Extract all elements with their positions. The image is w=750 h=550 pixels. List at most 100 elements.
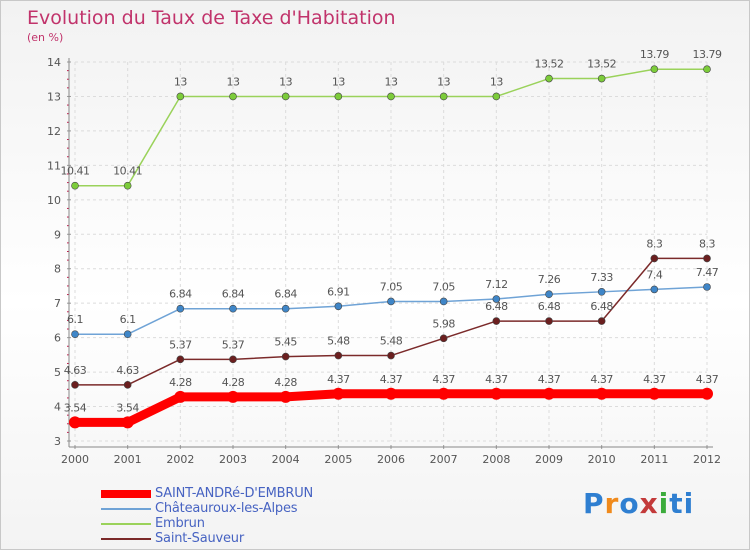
- y-tick-label: 11: [47, 159, 61, 172]
- data-label: 5.45: [274, 336, 297, 349]
- data-point: [490, 387, 503, 400]
- data-point: [595, 387, 608, 400]
- data-label: 4.28: [222, 376, 245, 389]
- data-point: [703, 254, 711, 263]
- legend-item: Saint-Sauveur: [101, 531, 401, 547]
- data-label: 13: [332, 75, 345, 88]
- axes: 3 4 5 6 7 8 9 10 11 12 13 14 2000 2001 2002 2003 2004 200…: [47, 56, 721, 466]
- data-label: 6.84: [222, 288, 245, 301]
- data-label: 5.98: [432, 317, 455, 330]
- data-point: [121, 416, 134, 429]
- legend-label: SAINT-ANDRé-D'EMBRUN: [155, 486, 314, 501]
- data-point: [597, 288, 606, 296]
- data-point: [701, 387, 713, 400]
- data-label: 5.48: [327, 335, 350, 348]
- chart-unit-label: (en %): [27, 31, 64, 44]
- x-tick-label: 2005: [324, 453, 352, 466]
- data-point: [229, 92, 237, 101]
- data-label: 13.79: [693, 48, 722, 61]
- y-tick-label: 5: [54, 366, 61, 379]
- x-tick-label: 2008: [482, 453, 510, 466]
- data-point: [174, 390, 187, 403]
- data-label: 4.37: [380, 373, 403, 386]
- chart-title: Evolution du Taux de Taxe d'Habitation: [27, 7, 396, 29]
- data-label: 4.28: [169, 376, 192, 389]
- brand-letter: o: [619, 487, 640, 520]
- legend: SAINT-ANDRé-D'EMBRUN Châteauroux-les-Alpe…: [101, 486, 401, 547]
- data-label: 7.47: [696, 266, 719, 279]
- data-label: 13: [490, 75, 503, 88]
- series-2: [71, 65, 711, 190]
- data-label: 6.84: [274, 288, 297, 301]
- data-label: 8.3: [646, 237, 662, 250]
- data-point: [334, 302, 343, 311]
- series-0: [69, 387, 713, 429]
- data-label: 13: [279, 75, 292, 88]
- legend-swatch: [101, 523, 151, 525]
- data-point: [227, 390, 239, 403]
- series-layer: [69, 65, 713, 429]
- data-label: 13: [437, 75, 450, 88]
- data-point: [71, 381, 79, 389]
- data-point: [229, 355, 237, 364]
- x-tick-label: 2010: [588, 453, 616, 466]
- data-point: [387, 351, 395, 360]
- data-label: 3.54: [64, 401, 87, 414]
- x-tick-label: 2011: [640, 453, 668, 466]
- data-label: 5.48: [380, 335, 403, 348]
- data-label: 5.37: [169, 338, 192, 351]
- brand-letter: i: [683, 487, 695, 520]
- legend-item: Embrun: [101, 516, 401, 532]
- data-labels: 3.54 3.54 4.28 4.28 4.28 4.37 4.37 4.37 4.37 4.37…: [61, 48, 723, 414]
- data-point: [123, 381, 132, 389]
- y-tick-label: 13: [47, 90, 61, 103]
- data-label: 7.05: [432, 280, 455, 293]
- y-tick-label: 12: [47, 125, 61, 138]
- legend-item: Châteauroux-les-Alpes: [101, 501, 401, 517]
- legend-swatch: [101, 508, 151, 510]
- data-point: [176, 304, 185, 313]
- data-point: [437, 387, 450, 400]
- data-point: [650, 254, 659, 263]
- series-1: [71, 283, 711, 338]
- data-point: [229, 304, 237, 313]
- data-label: 7.33: [590, 271, 613, 284]
- data-label: 7.12: [485, 278, 508, 291]
- x-tick-label: 2007: [430, 453, 458, 466]
- data-point: [492, 295, 501, 303]
- data-point: [176, 355, 185, 364]
- y-tick-label: 4: [54, 401, 61, 414]
- data-label: 10.41: [61, 165, 90, 178]
- legend-label: Saint-Sauveur: [155, 531, 244, 546]
- data-point: [281, 92, 290, 101]
- data-label: 6.48: [590, 300, 613, 313]
- data-label: 4.37: [696, 373, 719, 386]
- data-label: 4.37: [643, 373, 666, 386]
- data-point: [281, 304, 290, 313]
- data-point: [332, 387, 345, 400]
- data-label: 6.48: [538, 300, 561, 313]
- data-point: [703, 65, 711, 74]
- data-point: [439, 334, 448, 343]
- legend-swatch: [101, 538, 151, 540]
- data-point: [545, 290, 553, 299]
- data-label: 7.4: [646, 268, 662, 281]
- data-label: 5.37: [222, 338, 245, 351]
- data-label: 8.3: [699, 237, 715, 250]
- data-point: [492, 317, 501, 325]
- data-label: 13: [227, 75, 240, 88]
- data-label: 7.05: [380, 280, 403, 293]
- data-label: 7.26: [538, 273, 561, 286]
- data-point: [71, 330, 79, 338]
- x-tick-label: 2004: [272, 453, 300, 466]
- data-point: [281, 352, 290, 361]
- data-label: 13: [385, 75, 398, 88]
- data-label: 6.1: [67, 313, 83, 326]
- brand-letter: r: [604, 487, 620, 520]
- data-point: [650, 285, 659, 294]
- data-label: 4.37: [485, 373, 508, 386]
- data-label: 4.37: [327, 373, 350, 386]
- brand-letter: t: [669, 487, 684, 520]
